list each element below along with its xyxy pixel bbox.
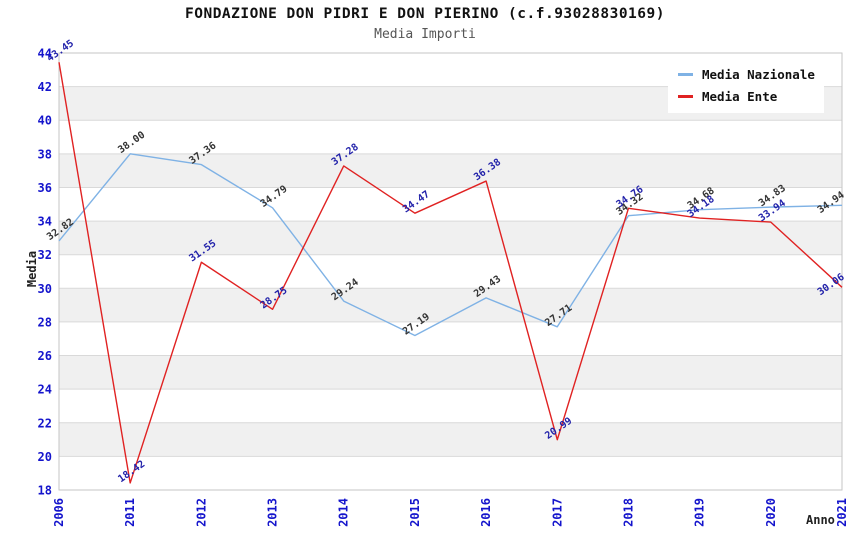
svg-text:2018: 2018: [621, 498, 635, 527]
svg-text:2015: 2015: [408, 498, 422, 527]
svg-text:2019: 2019: [693, 498, 707, 527]
legend: Media Nazionale Media Ente: [668, 57, 824, 113]
legend-item-media-nazionale: Media Nazionale: [678, 63, 824, 85]
svg-text:36: 36: [38, 181, 52, 195]
svg-text:2017: 2017: [550, 498, 564, 527]
svg-text:2011: 2011: [123, 498, 137, 527]
svg-text:18: 18: [38, 484, 52, 498]
svg-text:30: 30: [38, 282, 52, 296]
svg-text:26: 26: [38, 349, 52, 363]
svg-text:2013: 2013: [266, 498, 280, 527]
svg-text:28: 28: [38, 315, 52, 329]
svg-text:42: 42: [38, 80, 52, 94]
svg-text:2021: 2021: [835, 498, 849, 527]
legend-label: Media Nazionale: [702, 66, 815, 82]
legend-item-media-ente: Media Ente: [678, 85, 824, 107]
y-axis-title: Media: [25, 250, 40, 288]
svg-text:34.47: 34.47: [401, 189, 432, 215]
media-nazionale-line-swatch-icon: [678, 72, 693, 76]
svg-text:44: 44: [38, 47, 52, 61]
chart-subtitle: Media Importi: [374, 27, 476, 42]
svg-text:40: 40: [38, 114, 52, 128]
svg-text:2012: 2012: [194, 498, 208, 527]
svg-text:32: 32: [38, 248, 52, 262]
media-ente-line-swatch-icon: [678, 94, 693, 98]
svg-text:2014: 2014: [337, 498, 351, 527]
svg-text:38: 38: [38, 147, 52, 161]
chart-title: FONDAZIONE DON PIDRI E DON PIERINO (c.f.…: [185, 6, 665, 22]
svg-text:20: 20: [38, 450, 52, 464]
svg-text:18.42: 18.42: [116, 459, 147, 485]
svg-text:34: 34: [38, 215, 52, 229]
x-axis-title: Anno: [806, 513, 835, 527]
svg-text:22: 22: [38, 416, 52, 430]
svg-text:38.00: 38.00: [116, 130, 147, 156]
svg-text:2020: 2020: [764, 498, 778, 527]
svg-text:2016: 2016: [479, 498, 493, 527]
legend-label: Media Ente: [702, 88, 778, 104]
svg-text:24: 24: [38, 383, 52, 397]
svg-text:2006: 2006: [52, 498, 66, 527]
